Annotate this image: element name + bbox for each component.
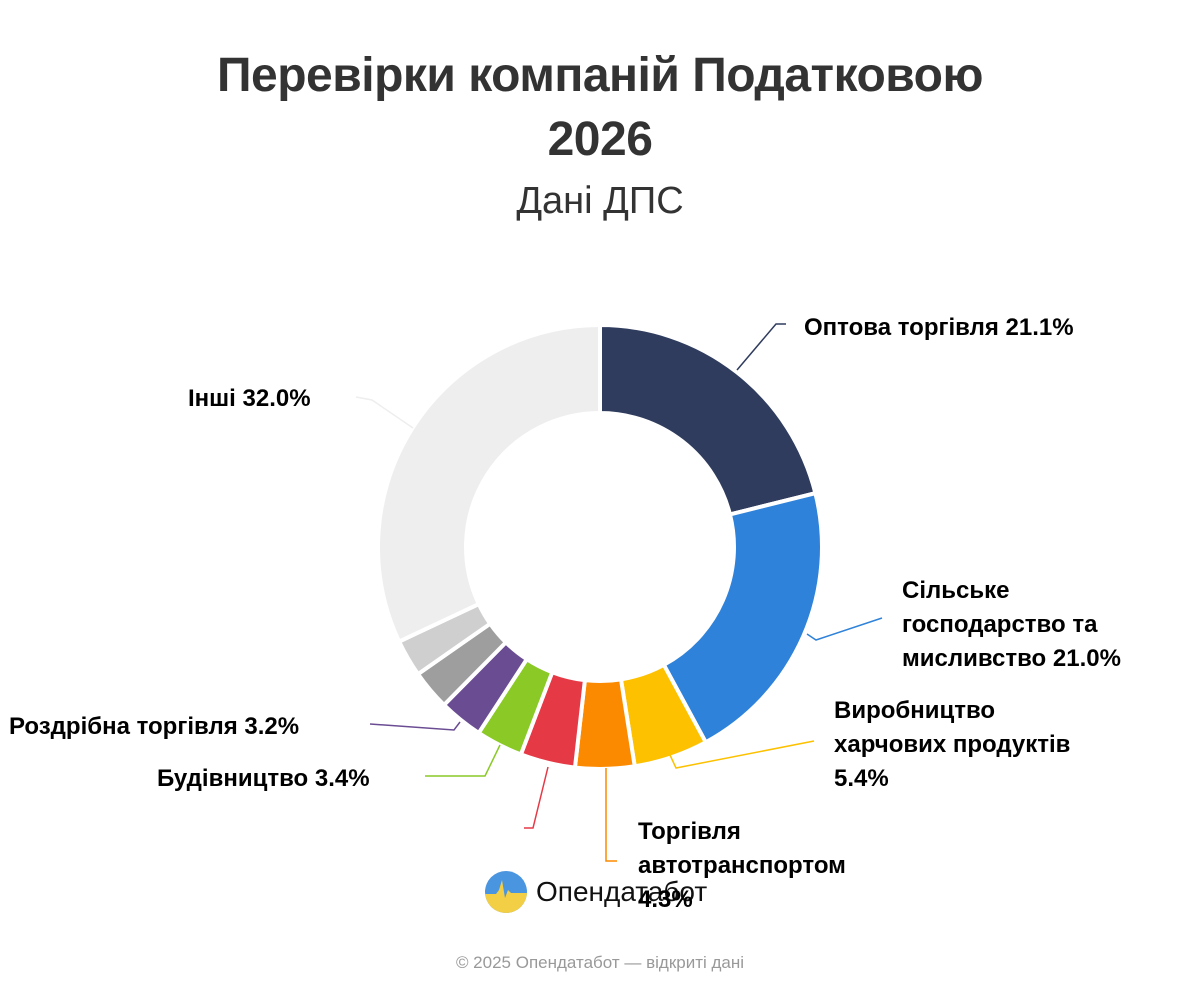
label-budivn: Будівництво 3.4% xyxy=(157,765,370,792)
label-vyrob-line1: Виробництво xyxy=(834,697,996,724)
chart-subtitle: Дані ДПС xyxy=(516,180,684,222)
label-silske-line3: мисливство 21.0% xyxy=(902,645,1121,672)
leader-line-optova xyxy=(736,323,786,371)
leader-line-silske xyxy=(806,617,883,641)
label-silske-line1: Сільське xyxy=(902,577,1010,604)
footer-copyright: © 2025 Опендатабот — відкриті дані xyxy=(455,953,745,972)
chart-title-line1: Перевірки компаній Податковою xyxy=(217,49,983,102)
opendatabot-logo-icon xyxy=(485,871,527,913)
label-rozdrib: Роздрібна торгівля 3.2% xyxy=(9,713,300,740)
opendatabot-logo-text: Опендатабот xyxy=(536,876,708,907)
chart-title-line2: 2026 xyxy=(547,113,653,166)
label-vyrob-line2: харчових продуктів xyxy=(834,731,1071,758)
leader-line-torg xyxy=(605,768,617,862)
label-torg: Торгівля автотранспортом 4.3% xyxy=(638,815,846,917)
label-silske: Сільське господарство та мисливство 21.0… xyxy=(902,574,1121,676)
leader-line-inshi xyxy=(355,396,414,429)
label-torg-line3: 4.3% xyxy=(638,886,693,913)
leader-line-budivn xyxy=(425,744,501,777)
donut-slice xyxy=(598,323,818,517)
label-optova: Оптова торгівля 21.1% xyxy=(804,314,1074,341)
leader-lines xyxy=(355,323,883,862)
label-inshi: Інші 32.0% xyxy=(188,385,311,412)
opendatabot-logo: Опендатабот xyxy=(484,870,707,914)
donut-slices xyxy=(376,323,824,771)
label-torg-line1: Торгівля xyxy=(638,818,741,845)
leader-line-vyrob xyxy=(669,740,815,769)
chart-title: Перевірки компаній Податковою 2026 xyxy=(0,44,1200,172)
donut-slice xyxy=(661,491,824,745)
label-torg-line2: автотранспортом xyxy=(638,852,846,879)
label-vyrob-line3: 5.4% xyxy=(834,765,889,792)
leader-line-red xyxy=(524,766,549,829)
donut-slice xyxy=(376,323,602,644)
label-silske-line2: господарство та xyxy=(902,611,1098,638)
leader-line-rozdrib xyxy=(369,721,461,731)
label-vyrob: Виробництво харчових продуктів 5.4% xyxy=(834,694,1070,796)
